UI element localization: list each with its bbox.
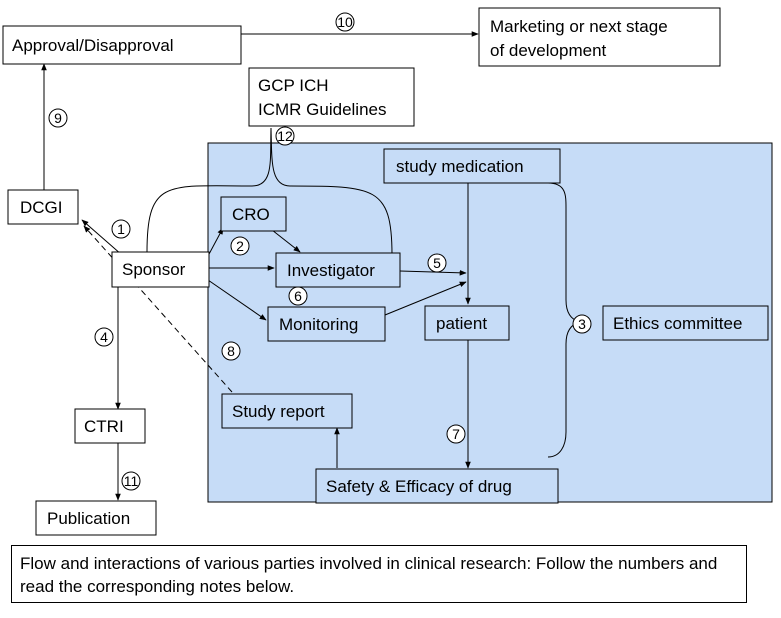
arrow-cro-to-investigator xyxy=(271,229,301,253)
step-7-number: 7 xyxy=(452,426,460,442)
step-9-circle xyxy=(48,108,68,128)
ethics-committee-box xyxy=(602,305,769,341)
step-6-number: 6 xyxy=(294,288,302,304)
arrow-investigator-to-patient xyxy=(399,270,467,276)
step-7-circle xyxy=(446,424,466,444)
study-medication-box xyxy=(383,148,561,184)
step-3-number: 3 xyxy=(578,316,586,332)
investigator-label: Investigator xyxy=(287,261,375,280)
arrow-monitoring-to-patient xyxy=(384,281,467,316)
step-1-number: 1 xyxy=(117,221,125,237)
step-8-number: 8 xyxy=(227,343,235,359)
step-4-circle xyxy=(94,327,114,347)
arrow-study-report-to-dcgi xyxy=(83,225,233,393)
marketing-label-line1: Marketing or next stage xyxy=(490,17,668,36)
step-6-circle xyxy=(288,286,308,306)
step-12-circle xyxy=(275,126,295,146)
step-1-circle xyxy=(111,219,131,239)
guidelines-box xyxy=(248,67,415,127)
monitoring-box xyxy=(267,306,386,342)
study-report-label: Study report xyxy=(232,402,325,421)
investigator-box xyxy=(275,252,401,288)
study-report-box xyxy=(221,393,353,429)
diagram-caption: Flow and interactions of various parties… xyxy=(11,545,747,603)
dcgi-label: DCGI xyxy=(20,198,63,217)
marketing-label-line2: of development xyxy=(490,41,607,60)
safety-box xyxy=(315,468,559,504)
marketing-box xyxy=(478,7,721,67)
ethics-committee-label: Ethics committee xyxy=(613,314,742,333)
arrow-sponsor-to-cro xyxy=(207,227,224,257)
sponsor-label: Sponsor xyxy=(122,260,186,279)
monitoring-label: Monitoring xyxy=(279,315,358,334)
step-9-number: 9 xyxy=(54,110,62,126)
step-3-circle xyxy=(572,314,592,334)
step-8-circle xyxy=(221,341,241,361)
step-5-number: 5 xyxy=(433,255,441,271)
publication-box xyxy=(35,500,157,536)
step-12-number: 12 xyxy=(277,128,293,144)
guidelines-label-line1: GCP ICH xyxy=(258,76,329,95)
approval-box xyxy=(2,25,242,65)
ctri-box xyxy=(74,408,146,444)
cro-box xyxy=(220,196,287,232)
step-10-circle xyxy=(335,12,355,32)
publication-label: Publication xyxy=(47,509,130,528)
step-11-circle xyxy=(121,471,141,491)
approval-label: Approval/Disapproval xyxy=(12,36,174,55)
safety-label: Safety & Efficacy of drug xyxy=(326,477,512,496)
step-11-number: 11 xyxy=(124,473,139,489)
patient-label: patient xyxy=(436,314,487,333)
dcgi-box xyxy=(7,189,79,225)
step-2-circle xyxy=(230,236,250,256)
connectors xyxy=(41,31,581,501)
guidelines-bracket xyxy=(146,127,393,256)
ctri-label: CTRI xyxy=(84,417,124,436)
arrow-sponsor-to-monitoring xyxy=(207,279,267,321)
step-2-number: 2 xyxy=(236,238,244,254)
step-4-number: 4 xyxy=(100,329,108,345)
cro-label: CRO xyxy=(232,205,270,224)
patient-box xyxy=(424,305,510,341)
step-10-number: 10 xyxy=(337,14,353,30)
study-medication-label: study medication xyxy=(396,157,524,176)
guidelines-label-line2: ICMR Guidelines xyxy=(258,100,387,119)
step-5-circle xyxy=(427,253,447,273)
sponsor-box xyxy=(111,251,210,288)
